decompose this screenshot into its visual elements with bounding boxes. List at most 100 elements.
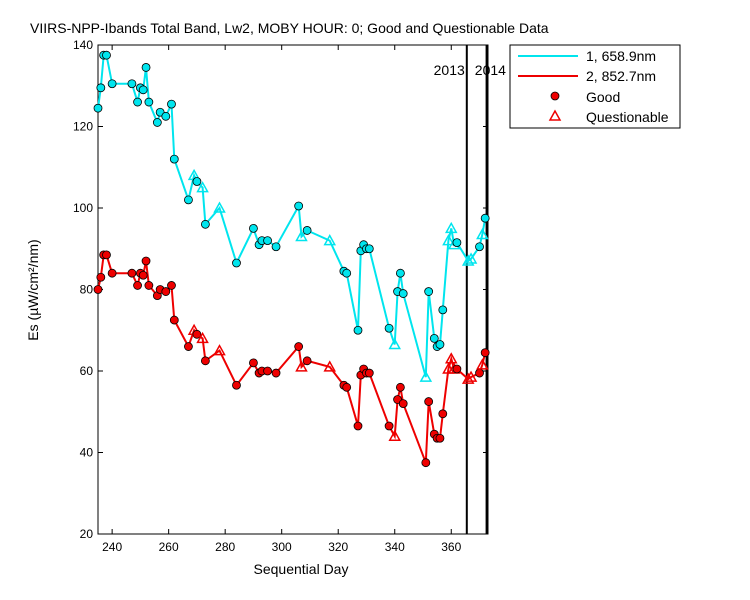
y-tick-label: 20 xyxy=(80,527,94,541)
legend-label-1: 1, 658.9nm xyxy=(586,48,656,64)
year-label-right: 2014 xyxy=(475,62,506,78)
y-tick-label: 140 xyxy=(73,38,93,52)
good-point xyxy=(302,356,312,366)
good-point xyxy=(200,356,210,366)
year-label-left: 2013 xyxy=(434,62,465,78)
x-tick-label: 300 xyxy=(272,540,292,554)
good-point xyxy=(435,433,445,443)
good-point xyxy=(127,268,137,278)
good-point xyxy=(200,219,210,229)
good-point xyxy=(438,305,448,315)
year-markers: 2013 2014 xyxy=(434,45,506,534)
questionable-point xyxy=(295,229,308,242)
good-point xyxy=(249,358,258,368)
questionable-point xyxy=(464,252,478,264)
questionable-point xyxy=(476,227,489,240)
good-point xyxy=(107,268,117,278)
good-point xyxy=(421,458,431,468)
legend-box xyxy=(509,44,681,129)
good-point xyxy=(475,368,484,378)
good-point xyxy=(364,368,374,378)
good-point xyxy=(167,281,176,290)
good-point xyxy=(452,238,462,248)
good-point xyxy=(384,323,394,333)
good-point xyxy=(144,281,154,290)
good-point xyxy=(102,50,111,60)
good-point xyxy=(232,380,241,390)
questionable-point xyxy=(461,372,475,384)
good-point xyxy=(452,364,462,374)
legend-questionable-marker xyxy=(548,109,562,121)
good-point xyxy=(398,399,408,409)
series-line xyxy=(97,253,487,464)
legend-good-marker xyxy=(550,91,560,101)
legend-good-label: Good xyxy=(586,89,620,105)
good-point xyxy=(169,154,179,164)
good-point xyxy=(144,97,154,107)
good-point xyxy=(480,213,490,223)
y-tick-label: 120 xyxy=(73,120,93,134)
questionable-point xyxy=(213,201,226,213)
questionable-point xyxy=(444,352,458,364)
good-point xyxy=(398,289,408,298)
good-point xyxy=(133,97,142,107)
x-tick-label: 360 xyxy=(441,540,461,554)
good-point xyxy=(353,421,363,431)
legend-label-2: 2, 852.7nm xyxy=(586,68,656,84)
good-point xyxy=(167,99,176,109)
questionable-point xyxy=(419,370,433,382)
good-point xyxy=(263,236,272,246)
good-point xyxy=(93,285,103,294)
questionable-point xyxy=(295,360,308,372)
y-tick-label: 60 xyxy=(80,364,94,378)
series-2 xyxy=(93,250,490,468)
y-axis-label: Es (µW/cm²/nm) xyxy=(25,239,41,340)
good-point xyxy=(184,195,193,205)
good-point xyxy=(395,268,405,278)
good-point xyxy=(429,333,439,343)
questionable-point xyxy=(196,181,209,193)
good-point xyxy=(395,382,405,392)
x-tick-label: 280 xyxy=(215,540,235,554)
good-point xyxy=(435,340,445,349)
legend-questionable-label: Questionable xyxy=(586,109,669,125)
questionable-point xyxy=(323,360,337,372)
questionable-point xyxy=(196,331,209,344)
series-layer xyxy=(93,50,490,468)
good-point xyxy=(424,287,434,296)
good-point xyxy=(184,342,193,351)
legend: 1, 658.9nm 2, 852.7nm Good Questionable xyxy=(509,44,681,129)
good-point xyxy=(127,79,137,89)
questionable-point xyxy=(476,358,489,370)
good-point xyxy=(271,242,281,252)
good-point xyxy=(342,382,352,392)
good-point xyxy=(232,258,241,268)
good-point xyxy=(161,287,171,296)
questionable-point xyxy=(213,344,226,356)
good-point xyxy=(96,83,106,93)
questionable-point xyxy=(388,429,402,441)
questionable-point xyxy=(323,234,337,246)
good-point xyxy=(93,103,103,113)
good-point xyxy=(161,111,171,121)
good-point xyxy=(294,342,304,351)
good-point xyxy=(192,329,202,339)
good-point xyxy=(424,397,434,406)
questionable-point xyxy=(444,221,458,234)
good-point xyxy=(141,256,151,266)
series-1 xyxy=(93,50,490,382)
good-point xyxy=(353,325,363,335)
questionable-point xyxy=(464,370,478,382)
x-axis-label: Sequential Day xyxy=(254,561,349,577)
good-point xyxy=(141,63,151,72)
chart-title: VIIRS-NPP-Ibands Total Band, Lw2, MOBY H… xyxy=(30,20,549,36)
x-tick-label: 320 xyxy=(328,540,348,554)
questionable-point xyxy=(461,254,475,266)
good-point xyxy=(138,270,148,280)
good-point xyxy=(107,79,117,89)
good-point xyxy=(192,177,202,186)
good-point xyxy=(294,201,304,211)
questionable-point xyxy=(388,337,402,350)
questionable-point xyxy=(442,234,455,246)
